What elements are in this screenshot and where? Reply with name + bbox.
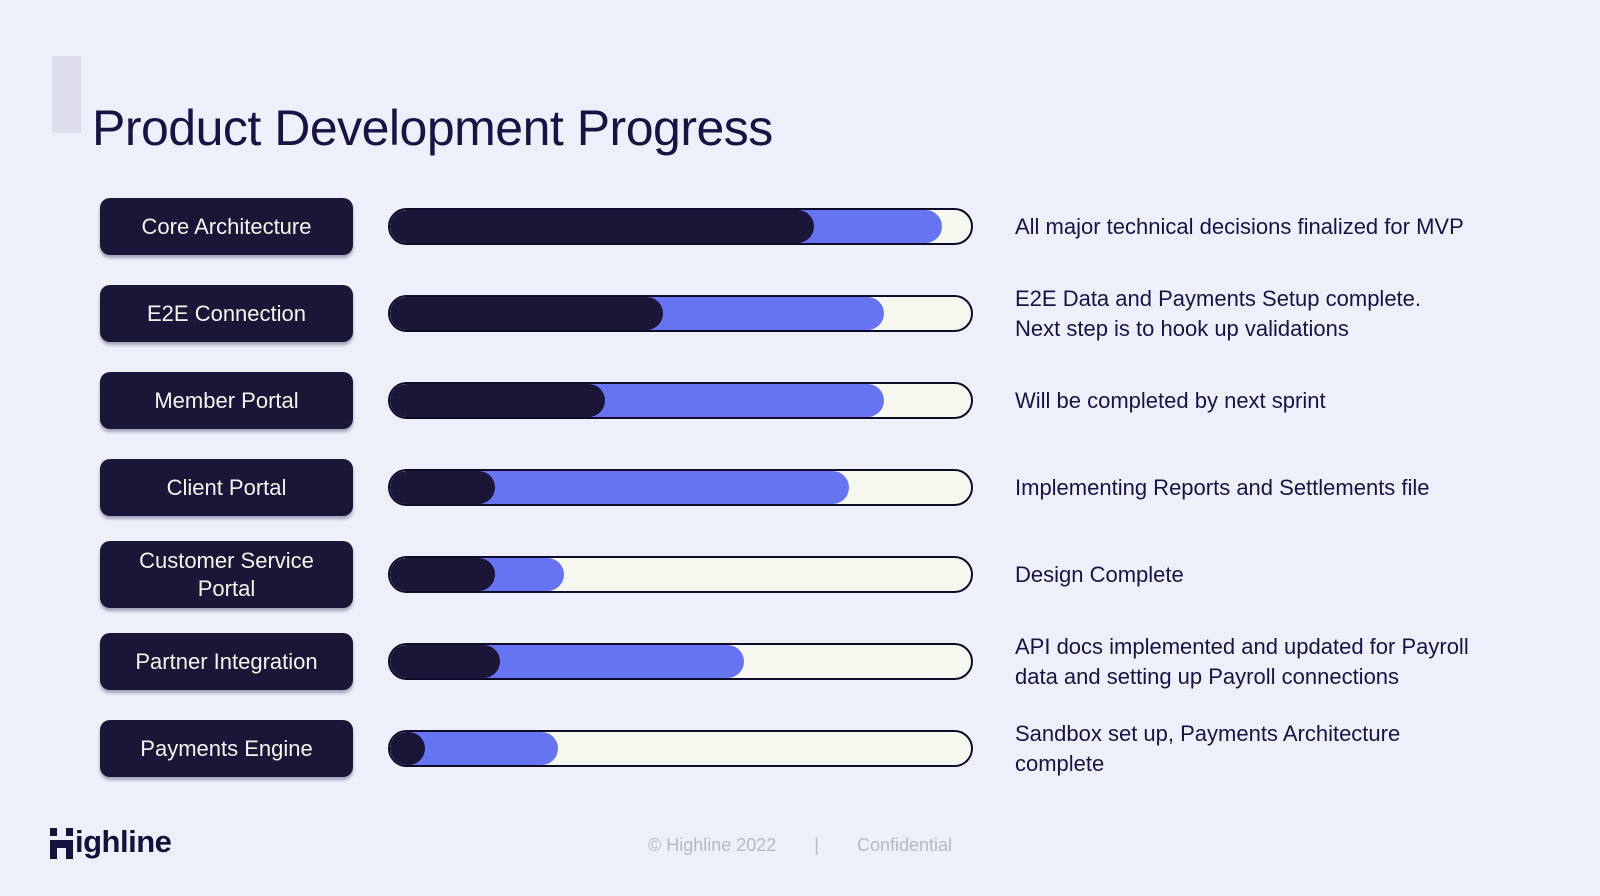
progress-list: Core Architecture All major technical de… [100, 198, 1540, 807]
row-note: Design Complete [1015, 561, 1184, 587]
row-note: All major technical decisions finalized … [1015, 213, 1464, 239]
row-label-pill: Customer Service Portal [100, 541, 353, 608]
row-note: Will be completed by next sprint [1015, 387, 1326, 413]
row-label-pill: E2E Connection [100, 285, 353, 342]
progress-track [388, 208, 973, 245]
row-label-pill: Member Portal [100, 372, 353, 429]
bar-fill-complete [390, 471, 495, 504]
row-note: E2E Data and Payments Setup complete. Ne… [1015, 286, 1422, 341]
progress-track [388, 556, 973, 593]
highline-logo-h-icon [50, 828, 73, 859]
progress-row: Payments Engine Sandbox set up, Payments… [100, 720, 1540, 777]
row-note: Implementing Reports and Settlements fil… [1015, 474, 1430, 500]
progress-track [388, 469, 973, 506]
progress-track [388, 295, 973, 332]
progress-row: Core Architecture All major technical de… [100, 198, 1540, 255]
highline-logo: ighline [50, 824, 172, 860]
progress-track [388, 730, 973, 767]
row-label-pill: Client Portal [100, 459, 353, 516]
progress-row: E2E Connection E2E Data and Payments Set… [100, 285, 1540, 342]
bar-fill-complete [390, 732, 425, 765]
row-label-pill: Partner Integration [100, 633, 353, 690]
progress-track [388, 382, 973, 419]
footer-note: © Highline 2022 | Confidential [648, 835, 952, 856]
progress-row: Customer Service Portal Design Complete [100, 541, 1540, 608]
bar-fill-complete [390, 210, 815, 243]
row-note: API docs implemented and updated for Pay… [1015, 634, 1469, 689]
row-label-pill: Payments Engine [100, 720, 353, 777]
progress-row: Partner Integration API docs implemented… [100, 633, 1540, 690]
footer-copyright: © Highline 2022 [647, 835, 777, 855]
highline-logo-text: ighline [75, 824, 172, 859]
bar-fill-complete [390, 384, 605, 417]
row-note: Sandbox set up, Payments Architecture co… [1015, 721, 1401, 776]
footer-confidential: Confidential [856, 835, 953, 855]
progress-row: Member Portal Will be completed by next … [100, 372, 1540, 429]
bar-fill-complete [390, 297, 664, 330]
bar-fill-complete [390, 558, 495, 591]
bar-fill-complete [390, 645, 501, 678]
progress-row: Client Portal Implementing Reports and S… [100, 459, 1540, 516]
row-label-pill: Core Architecture [100, 198, 353, 255]
page-title: Product Development Progress [92, 100, 773, 156]
footer-separator: | [814, 835, 819, 855]
title-accent-bar [52, 56, 81, 133]
progress-track [388, 643, 973, 680]
